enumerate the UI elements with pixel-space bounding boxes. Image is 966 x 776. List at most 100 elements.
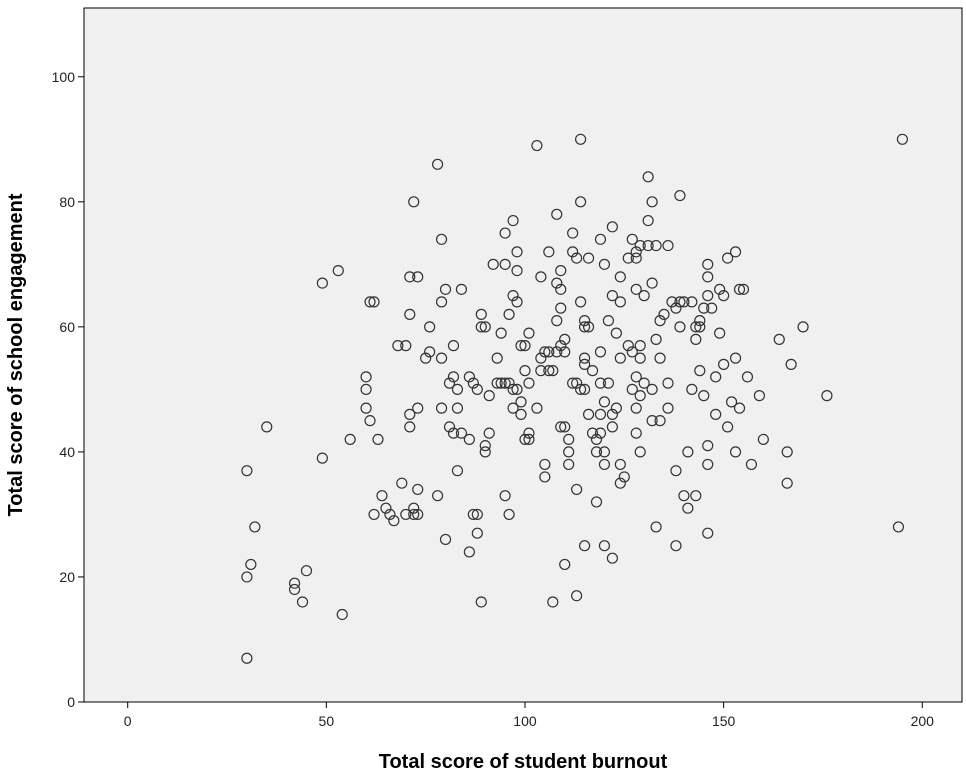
data-point	[571, 483, 583, 496]
data-point	[575, 196, 587, 208]
data-point	[722, 252, 734, 264]
data-point	[412, 402, 424, 414]
data-point	[578, 383, 591, 395]
data-point	[582, 252, 595, 264]
x-axis: 0 50 100 150 200	[124, 702, 934, 729]
data-point	[567, 377, 579, 389]
data-point	[634, 340, 646, 352]
data-point	[594, 233, 607, 245]
data-point	[646, 415, 658, 427]
data-point	[471, 527, 483, 539]
data-point	[523, 433, 535, 446]
data-point	[678, 490, 690, 502]
data-point	[594, 427, 607, 439]
data-point	[451, 383, 464, 395]
data-point	[503, 377, 515, 389]
data-point	[507, 290, 519, 302]
data-point	[491, 352, 503, 364]
data-point	[392, 340, 404, 352]
data-point	[598, 396, 611, 408]
data-point	[288, 583, 301, 596]
y-tick-label: 60	[59, 319, 75, 335]
data-point	[606, 552, 618, 564]
data-point	[499, 490, 511, 502]
data-point	[892, 521, 905, 533]
data-point	[670, 540, 682, 552]
data-point	[642, 214, 654, 227]
data-point	[630, 246, 642, 258]
data-point	[479, 440, 491, 452]
data-point	[563, 458, 575, 471]
data-point	[400, 508, 412, 521]
data-point	[650, 239, 662, 252]
data-point	[698, 302, 710, 314]
y-axis: 0 20 40 60 80 100	[52, 69, 84, 710]
data-point	[710, 408, 722, 420]
data-point	[646, 196, 658, 208]
data-point	[503, 308, 515, 320]
data-point	[559, 421, 571, 433]
data-point	[602, 377, 615, 389]
data-point	[412, 483, 424, 496]
data-point	[634, 446, 646, 458]
data-point	[368, 508, 380, 521]
data-point	[499, 258, 511, 270]
data-point	[626, 383, 638, 395]
data-point	[674, 321, 686, 333]
data-point	[408, 508, 420, 521]
data-point	[578, 352, 591, 364]
data-point	[678, 296, 690, 308]
data-point	[702, 527, 714, 539]
data-point	[670, 465, 682, 477]
data-point	[551, 208, 563, 220]
data-point	[690, 321, 702, 333]
data-point	[567, 246, 579, 258]
data-point	[249, 521, 261, 533]
data-point	[515, 340, 527, 352]
data-point	[626, 233, 638, 245]
data-point	[757, 433, 769, 446]
data-point	[642, 171, 654, 183]
data-point	[563, 433, 575, 446]
data-point	[447, 371, 460, 383]
data-point	[487, 258, 499, 270]
data-point	[376, 490, 388, 502]
data-point	[634, 239, 646, 252]
data-point	[578, 315, 591, 327]
y-tick-label: 100	[52, 69, 76, 85]
data-point	[507, 214, 519, 227]
data-point	[634, 390, 646, 402]
data-point	[630, 252, 642, 264]
data-point	[547, 365, 559, 377]
data-point	[650, 521, 662, 533]
data-point	[610, 327, 622, 339]
data-point	[582, 321, 595, 333]
data-point	[582, 408, 595, 420]
data-point	[555, 340, 567, 352]
data-point	[722, 421, 734, 433]
data-point	[575, 383, 587, 395]
data-point	[634, 352, 646, 364]
data-point	[618, 471, 630, 483]
data-point	[543, 246, 555, 258]
y-tick-label: 40	[59, 444, 75, 460]
data-point	[598, 446, 611, 458]
data-point	[575, 133, 587, 145]
data-point	[606, 408, 618, 420]
data-point	[400, 340, 412, 352]
data-point	[630, 402, 642, 414]
data-point	[662, 239, 674, 252]
data-point	[630, 371, 642, 383]
data-point	[555, 302, 567, 314]
data-point	[443, 421, 456, 433]
data-point	[483, 427, 495, 439]
data-point	[729, 446, 742, 458]
data-point	[443, 377, 456, 389]
data-point	[507, 402, 519, 414]
data-point	[288, 577, 301, 589]
data-point	[535, 365, 547, 377]
x-tick-label: 100	[513, 713, 537, 729]
x-tick-label: 200	[911, 713, 935, 729]
data-point	[896, 133, 909, 145]
data-point	[781, 446, 793, 458]
